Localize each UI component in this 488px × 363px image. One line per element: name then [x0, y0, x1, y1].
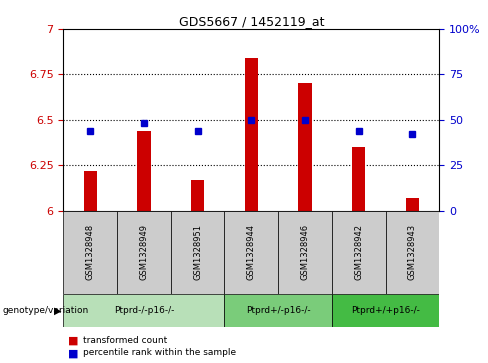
Text: GSM1328949: GSM1328949 — [140, 224, 148, 280]
Bar — [171, 211, 224, 294]
Bar — [244, 58, 258, 211]
Text: transformed count: transformed count — [83, 336, 167, 345]
Text: GSM1328942: GSM1328942 — [354, 224, 363, 280]
Bar — [386, 211, 439, 294]
Bar — [332, 211, 386, 294]
Bar — [63, 294, 224, 327]
Text: ▶: ▶ — [54, 305, 61, 315]
Bar — [224, 211, 278, 294]
Text: GSM1328951: GSM1328951 — [193, 224, 202, 280]
Text: Ptprd+/-p16-/-: Ptprd+/-p16-/- — [246, 306, 310, 315]
Bar — [278, 211, 332, 294]
Bar — [406, 198, 419, 211]
Bar — [83, 171, 97, 211]
Bar — [137, 131, 151, 211]
Text: genotype/variation: genotype/variation — [2, 306, 89, 315]
Text: GSM1328944: GSM1328944 — [247, 224, 256, 280]
Text: ■: ■ — [68, 336, 79, 346]
Text: GSM1328943: GSM1328943 — [408, 224, 417, 280]
Bar — [298, 83, 312, 211]
Text: Ptprd-/-p16-/-: Ptprd-/-p16-/- — [114, 306, 174, 315]
Bar — [191, 180, 204, 211]
Bar — [224, 294, 332, 327]
Bar — [63, 211, 117, 294]
Text: GSM1328948: GSM1328948 — [86, 224, 95, 280]
Bar — [352, 147, 366, 211]
Bar — [332, 294, 439, 327]
Title: GDS5667 / 1452119_at: GDS5667 / 1452119_at — [179, 15, 324, 28]
Text: percentile rank within the sample: percentile rank within the sample — [83, 348, 236, 358]
Bar — [117, 211, 171, 294]
Text: Ptprd+/+p16-/-: Ptprd+/+p16-/- — [351, 306, 420, 315]
Text: GSM1328946: GSM1328946 — [301, 224, 309, 280]
Text: ■: ■ — [68, 348, 79, 359]
